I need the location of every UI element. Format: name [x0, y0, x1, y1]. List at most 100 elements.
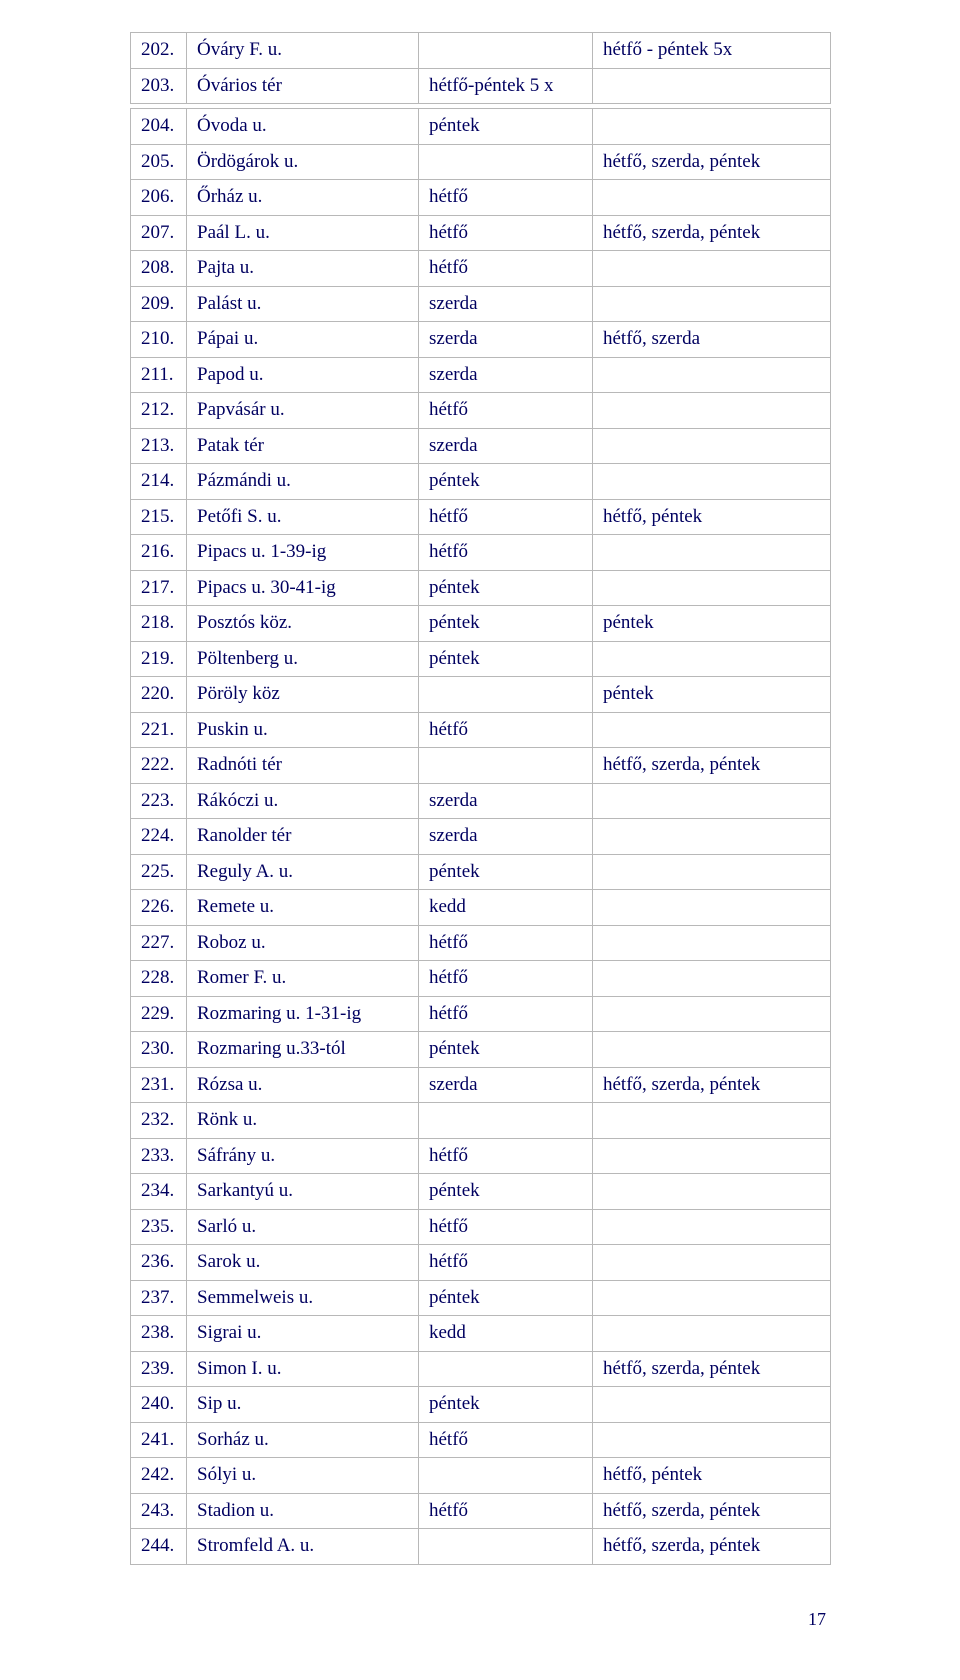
schedule-col4: hétfő, szerda, péntek [593, 1529, 831, 1565]
table-row: 211.Papod u.szerda [131, 357, 831, 393]
schedule-col3: hétfő [419, 251, 593, 287]
table-row: 206.Őrház u.hétfő [131, 180, 831, 216]
schedule-col4 [593, 925, 831, 961]
table-row: 227.Roboz u.hétfő [131, 925, 831, 961]
table-row: 241.Sorház u.hétfő [131, 1422, 831, 1458]
street-name: Sip u. [187, 1387, 419, 1423]
schedule-col4 [593, 712, 831, 748]
schedule-col4 [593, 1387, 831, 1423]
table-row: 214.Pázmándi u.péntek [131, 464, 831, 500]
row-number: 203. [131, 68, 187, 104]
table-row: 237.Semmelweis u.péntek [131, 1280, 831, 1316]
schedule-col4 [593, 1103, 831, 1139]
table-row: 226.Remete u.kedd [131, 890, 831, 926]
street-name: Sarok u. [187, 1245, 419, 1281]
schedule-col3: péntek [419, 606, 593, 642]
row-number: 243. [131, 1493, 187, 1529]
table-row: 223.Rákóczi u.szerda [131, 783, 831, 819]
street-name: Pöröly köz [187, 677, 419, 713]
schedule-col4: hétfő, péntek [593, 1458, 831, 1494]
schedule-col3 [419, 677, 593, 713]
street-name: Rózsa u. [187, 1067, 419, 1103]
street-name: Papvásár u. [187, 393, 419, 429]
street-name: Rönk u. [187, 1103, 419, 1139]
schedule-col3: hétfő [419, 1138, 593, 1174]
table-row: 228.Romer F. u.hétfő [131, 961, 831, 997]
street-name: Rozmaring u.33-tól [187, 1032, 419, 1068]
table-row: 242.Sólyi u.hétfő, péntek [131, 1458, 831, 1494]
row-number: 241. [131, 1422, 187, 1458]
street-name: Posztós köz. [187, 606, 419, 642]
schedule-col4 [593, 570, 831, 606]
street-name: Óvários tér [187, 68, 419, 104]
row-number: 224. [131, 819, 187, 855]
table-row: 230.Rozmaring u.33-tólpéntek [131, 1032, 831, 1068]
schedule-col3 [419, 144, 593, 180]
row-number: 242. [131, 1458, 187, 1494]
row-number: 238. [131, 1316, 187, 1352]
schedule-col3: hétfő [419, 1493, 593, 1529]
schedule-col3: hétfő [419, 393, 593, 429]
schedule-col3: hétfő [419, 996, 593, 1032]
table-row: 231.Rózsa u.szerdahétfő, szerda, péntek [131, 1067, 831, 1103]
schedule-col3: szerda [419, 322, 593, 358]
schedule-col3: péntek [419, 854, 593, 890]
schedule-col3: szerda [419, 428, 593, 464]
schedule-col4 [593, 819, 831, 855]
table-row: 221.Puskin u.hétfő [131, 712, 831, 748]
schedule-col3: szerda [419, 357, 593, 393]
row-number: 233. [131, 1138, 187, 1174]
schedule-col3: hétfő [419, 961, 593, 997]
row-number: 235. [131, 1209, 187, 1245]
street-name: Pajta u. [187, 251, 419, 287]
schedule-col4 [593, 1422, 831, 1458]
row-number: 231. [131, 1067, 187, 1103]
street-name: Sarkantyú u. [187, 1174, 419, 1210]
table-row: 207.Paál L. u.hétfőhétfő, szerda, péntek [131, 215, 831, 251]
street-name: Paál L. u. [187, 215, 419, 251]
table-row: 205.Ördögárok u.hétfő, szerda, péntek [131, 144, 831, 180]
row-number: 208. [131, 251, 187, 287]
row-number: 211. [131, 357, 187, 393]
schedule-col3: hétfő [419, 1422, 593, 1458]
street-name: Papod u. [187, 357, 419, 393]
row-number: 225. [131, 854, 187, 890]
schedule-col4 [593, 535, 831, 571]
row-number: 226. [131, 890, 187, 926]
street-name: Pázmándi u. [187, 464, 419, 500]
table-row: 215.Petőfi S. u.hétfőhétfő, péntek [131, 499, 831, 535]
street-name: Pipacs u. 1-39-ig [187, 535, 419, 571]
schedule-col4 [593, 1032, 831, 1068]
schedule-col3: kedd [419, 1316, 593, 1352]
row-number: 202. [131, 33, 187, 69]
schedule-col4: péntek [593, 677, 831, 713]
schedule-col3 [419, 33, 593, 69]
schedule-col4 [593, 464, 831, 500]
table-row: 243.Stadion u.hétfőhétfő, szerda, péntek [131, 1493, 831, 1529]
schedule-col4 [593, 1245, 831, 1281]
schedule-col3: hétfő [419, 712, 593, 748]
row-number: 232. [131, 1103, 187, 1139]
schedule-col4 [593, 251, 831, 287]
schedule-col3 [419, 1529, 593, 1565]
schedule-table: 202.Óváry F. u.hétfő - péntek 5x203.Óvár… [130, 32, 831, 1565]
page-number: 17 [130, 1609, 830, 1630]
row-number: 227. [131, 925, 187, 961]
street-name: Remete u. [187, 890, 419, 926]
street-name: Sorház u. [187, 1422, 419, 1458]
schedule-col3: hétfő-péntek 5 x [419, 68, 593, 104]
schedule-col3: péntek [419, 570, 593, 606]
row-number: 214. [131, 464, 187, 500]
row-number: 212. [131, 393, 187, 429]
table-row: 219.Pöltenberg u.péntek [131, 641, 831, 677]
street-name: Őrház u. [187, 180, 419, 216]
street-name: Stadion u. [187, 1493, 419, 1529]
schedule-col3: péntek [419, 641, 593, 677]
row-number: 244. [131, 1529, 187, 1565]
table-row: 229.Rozmaring u. 1-31-ighétfő [131, 996, 831, 1032]
schedule-col4 [593, 854, 831, 890]
schedule-col3: hétfő [419, 215, 593, 251]
schedule-col4 [593, 393, 831, 429]
row-number: 239. [131, 1351, 187, 1387]
table-row: 209.Palást u.szerda [131, 286, 831, 322]
